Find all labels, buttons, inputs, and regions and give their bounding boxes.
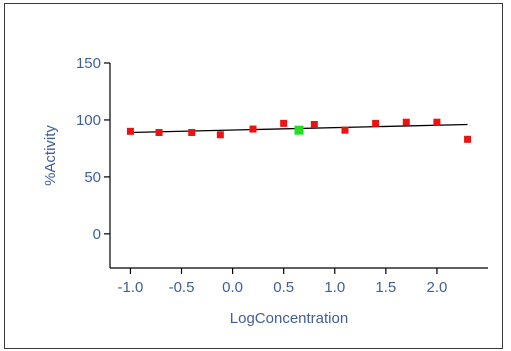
x-tick-label: 1.0 [324,279,345,296]
x-tick-label: -0.5 [169,279,195,296]
x-ticks: -1.0 -0.5 0.0 0.5 1.0 1.5 2.0 [118,268,447,296]
data-point [402,118,410,126]
data-point [280,119,288,127]
highlighted-data-point [294,125,304,135]
data-point [188,128,196,136]
y-tick-label: 0 [93,226,101,243]
x-tick-label: 2.0 [426,279,447,296]
x-tick-label: 0.5 [273,279,294,296]
data-point [216,131,224,139]
x-tick-label: 0.0 [222,279,243,296]
data-point [126,127,134,135]
data-point [155,128,163,136]
data-point [464,135,472,143]
y-ticks: 0 50 100 150 [76,55,110,243]
x-tick-label: -1.0 [118,279,144,296]
y-tick-label: 150 [76,55,101,72]
axes [109,63,488,269]
data-points [126,118,472,143]
x-axis-title: LogConcentration [230,310,348,327]
y-tick-label: 50 [84,169,101,186]
chart-frame [4,3,503,349]
data-point [341,126,349,134]
y-axis-title: %Activity [42,125,59,186]
data-point [433,118,441,126]
data-point [372,119,380,127]
y-tick-label: 100 [76,112,101,129]
x-tick-label: 1.5 [375,279,396,296]
data-point [310,121,318,128]
data-point [249,125,257,133]
